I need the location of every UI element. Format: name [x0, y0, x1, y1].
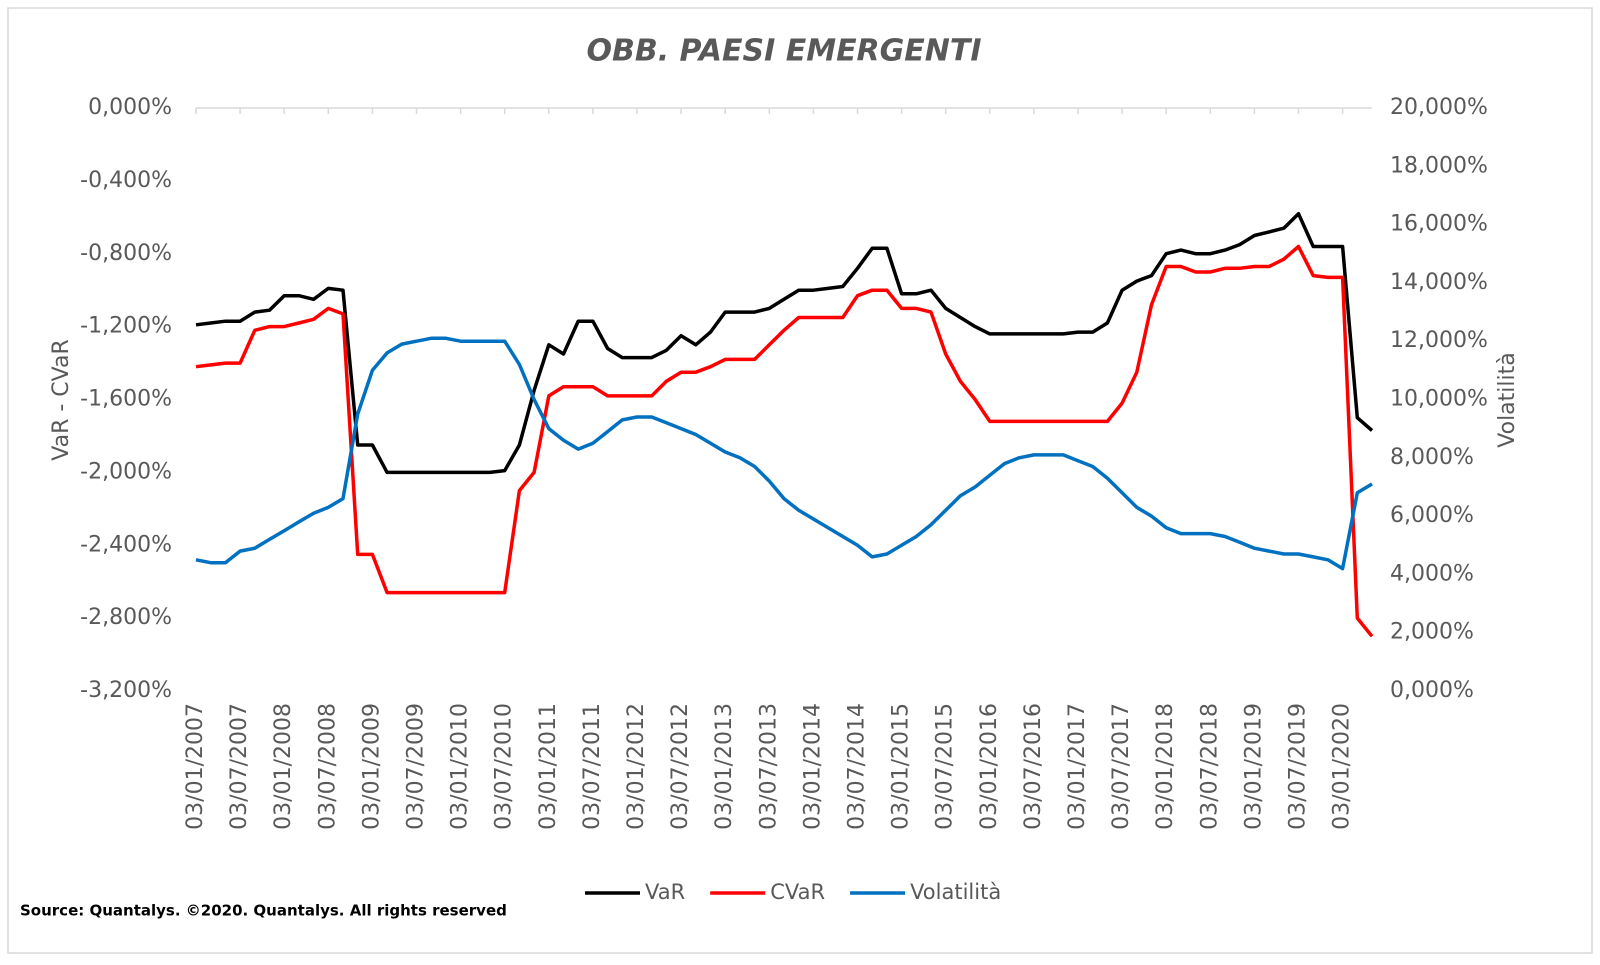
x-tick-label: 03/07/2013 [756, 703, 781, 830]
x-tick-label: 03/01/2015 [889, 703, 914, 830]
y-tick-label: 0,000% [88, 95, 172, 120]
y2-tick-label: 4,000% [1390, 561, 1474, 586]
x-tick-label: 03/07/2016 [1021, 703, 1046, 830]
y2-axis-label: Volatilità [1495, 352, 1520, 447]
x-tick-label: 03/07/2007 [227, 703, 252, 830]
y2-tick-label: 0,000% [1390, 678, 1474, 703]
x-tick-label: 03/01/2007 [183, 703, 208, 830]
y2-tick-label: 2,000% [1390, 620, 1474, 645]
y-tick-label: -2,800% [80, 605, 172, 630]
x-tick-label: 03/07/2017 [1109, 703, 1134, 830]
y-tick-label: -1,600% [80, 387, 172, 412]
y2-tick-label: 12,000% [1390, 328, 1488, 353]
chart-title: OBB. PAESI EMERGENTI [586, 34, 981, 69]
x-tick-label: 03/01/2013 [712, 703, 737, 830]
x-tick-label: 03/01/2016 [977, 703, 1002, 830]
legend-label: CVaR [770, 880, 825, 904]
x-tick-label: 03/01/2010 [448, 703, 473, 830]
legend-label: VaR [645, 880, 685, 904]
series-line [195, 211, 1374, 475]
y-tick-label: -2,400% [80, 532, 172, 557]
x-tick-label: 03/01/2014 [800, 703, 825, 830]
y2-tick-label: 14,000% [1390, 270, 1488, 295]
x-tick-label: 03/07/2019 [1286, 703, 1311, 830]
y-tick-label: -0,400% [80, 168, 172, 193]
x-tick-label: 03/07/2012 [668, 703, 693, 830]
y2-tick-label: 18,000% [1390, 153, 1488, 178]
x-tick-label: 03/07/2015 [933, 703, 958, 830]
series-line [195, 336, 1373, 571]
x-tick-label: 03/01/2020 [1330, 703, 1355, 830]
series-line [195, 244, 1374, 638]
y-tick-label: -0,800% [80, 241, 172, 266]
source-note: Source: Quantalys. ©2020. Quantalys. All… [20, 902, 507, 920]
x-tick-label: 03/07/2010 [492, 703, 517, 830]
x-tick-label: 03/01/2008 [271, 703, 296, 830]
x-tick-label: 03/07/2009 [404, 703, 429, 830]
x-tick-label: 03/07/2018 [1197, 703, 1222, 830]
x-tick-label: 03/07/2008 [315, 703, 340, 830]
y-axis-label: VaR - CVaR [49, 339, 74, 461]
chart-frame [7, 7, 1593, 954]
x-tick-label: 03/01/2011 [536, 703, 561, 830]
y2-tick-label: 20,000% [1390, 95, 1488, 120]
x-tick-label: 03/01/2017 [1065, 703, 1090, 830]
y2-tick-label: 10,000% [1390, 387, 1488, 412]
y2-tick-label: 6,000% [1390, 503, 1474, 528]
legend-label: Volatilità [910, 880, 1001, 904]
x-tick-label: 03/07/2014 [845, 703, 870, 830]
x-tick-label: 03/01/2012 [624, 703, 649, 830]
y2-tick-label: 16,000% [1390, 212, 1488, 237]
x-tick-label: 03/01/2018 [1153, 703, 1178, 830]
x-tick-label: 03/01/2019 [1241, 703, 1266, 830]
y2-tick-label: 8,000% [1390, 445, 1474, 470]
y-tick-label: -2,000% [80, 459, 172, 484]
y-tick-label: -1,200% [80, 314, 172, 339]
x-tick-label: 03/01/2009 [359, 703, 384, 830]
x-tick-label: 03/07/2011 [580, 703, 605, 830]
y-tick-label: -3,200% [80, 678, 172, 703]
